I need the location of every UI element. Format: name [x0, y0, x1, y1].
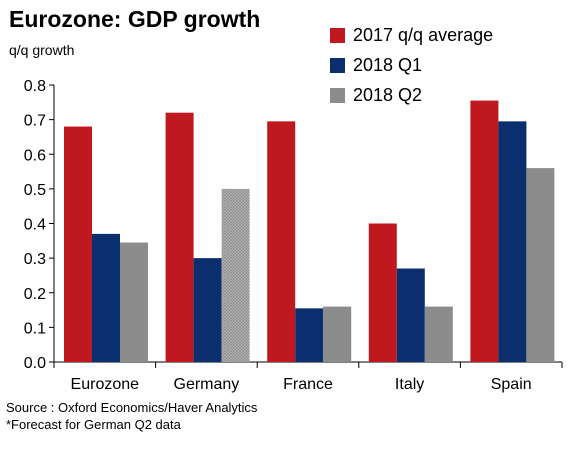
legend-label-2018-q2: 2018 Q2 [353, 84, 423, 105]
chart-title: Eurozone: GDP growth [9, 6, 261, 32]
bar-italy-2017-q-q-average [368, 223, 397, 362]
x-tick-label-eurozone: Eurozone [71, 376, 140, 393]
y-tick-label: 0.8 [24, 78, 46, 95]
legend-swatch-2018-q2 [330, 87, 345, 103]
y-tick-label: 0.0 [24, 355, 46, 372]
y-tick-label: 0.7 [24, 113, 46, 130]
y-tick-label: 0.1 [24, 320, 46, 337]
bar-france-2018-q1 [295, 308, 324, 362]
bar-eurozone-2018-q1 [92, 233, 120, 362]
legend-swatch-2018-q1 [330, 57, 345, 73]
bar-spain-2018-q2 [526, 168, 555, 362]
bar-germany-2018-q1 [193, 258, 222, 362]
bar-germany-2018-q2 [221, 188, 250, 362]
y-axis-label: q/q growth [9, 42, 75, 58]
bar-eurozone-2018-q2 [120, 242, 148, 362]
y-tick-label: 0.3 [24, 251, 46, 268]
bar-italy-2018-q2 [424, 306, 453, 362]
source-note: Source : Oxford Economics/Haver Analytic… [6, 400, 258, 415]
x-tick-label-france: France [283, 376, 333, 393]
legend: 2017 q/q average 2018 Q1 2018 Q2 [330, 20, 493, 110]
x-tick-label-spain: Spain [491, 376, 532, 393]
y-tick-label: 0.2 [24, 286, 46, 303]
legend-label-2018-q1: 2018 Q1 [353, 54, 423, 75]
bar-france-2018-q2 [323, 306, 352, 362]
legend-label-2017-average: 2017 q/q average [353, 24, 494, 45]
y-tick-label: 0.6 [24, 147, 46, 164]
x-tick-label-italy: Italy [395, 376, 424, 393]
bar-france-2017-q-q-average [267, 121, 296, 362]
x-tick-label-germany: Germany [174, 376, 240, 393]
legend-item-2017-average: 2017 q/q average [330, 20, 493, 50]
legend-swatch-2017-average [330, 27, 345, 43]
bar-spain-2018-q1 [498, 121, 527, 362]
bar-germany-2017-q-q-average [165, 112, 194, 362]
y-tick-label: 0.5 [24, 182, 46, 199]
bar-italy-2018-q1 [396, 268, 425, 362]
plot-area: 0.0 0.1 0.2 0.3 0.4 0.5 0.6 0.7 0.8 Eurozone Germa… [24, 78, 563, 393]
legend-item-2018-q2: 2018 Q2 [330, 80, 493, 110]
bar-eurozone-2017-q-q-average [64, 126, 92, 362]
legend-item-2018-q1: 2018 Q1 [330, 50, 493, 80]
y-tick-label: 0.4 [24, 217, 46, 234]
forecast-note: *Forecast for German Q2 data [6, 417, 181, 432]
bar-spain-2017-q-q-average [470, 100, 499, 363]
